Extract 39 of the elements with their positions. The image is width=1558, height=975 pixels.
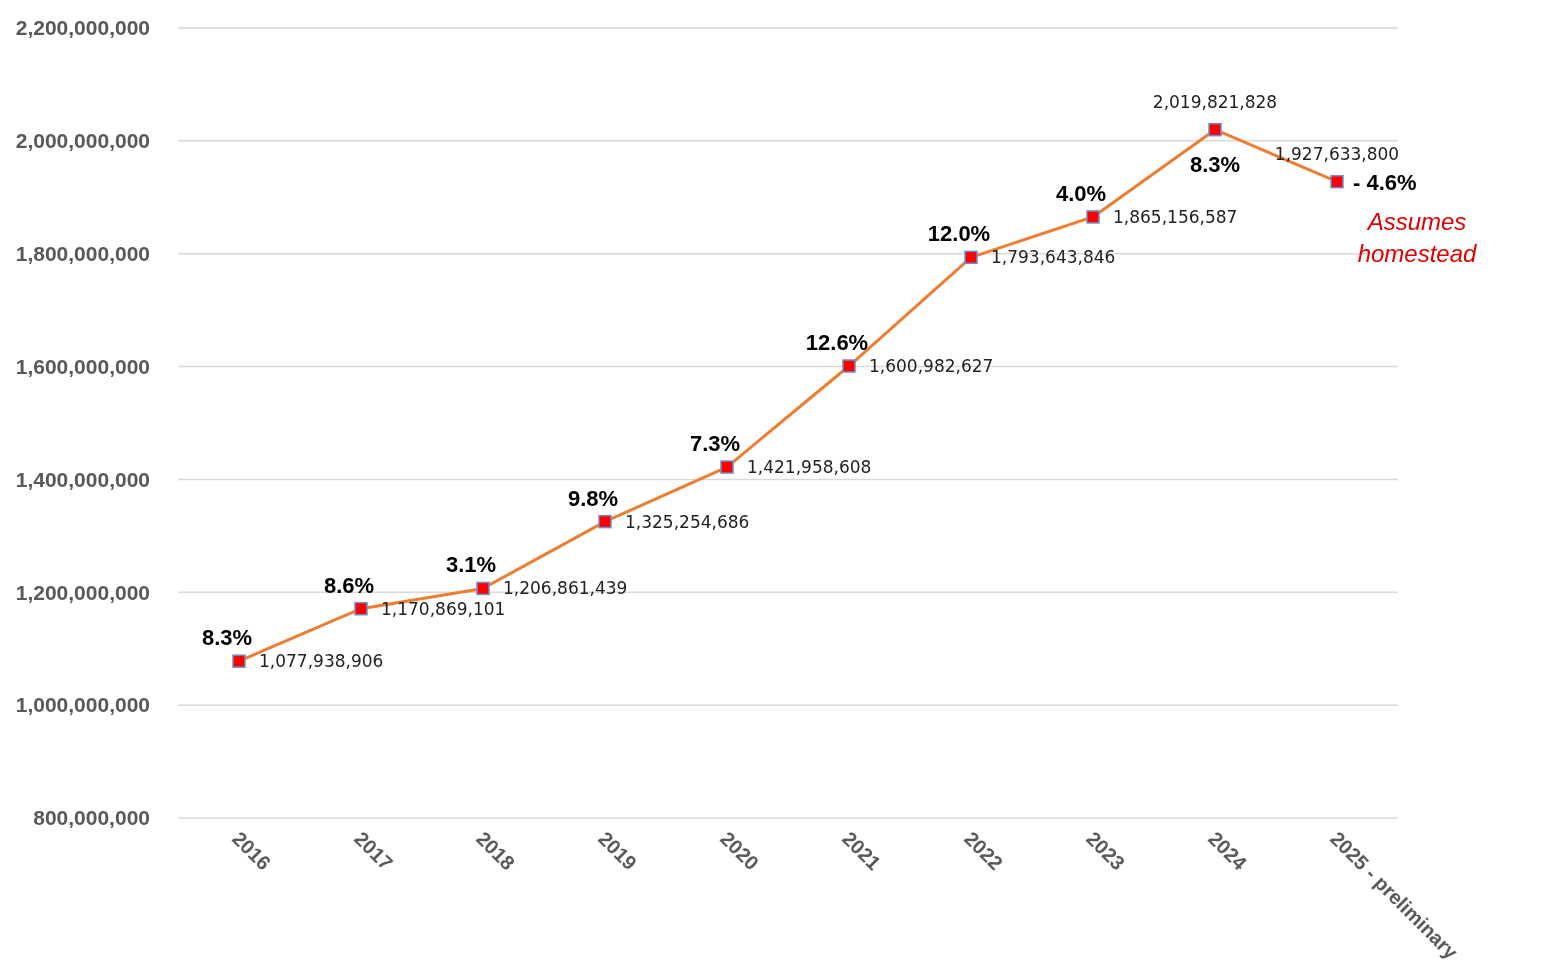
- data-label: 2,019,821,828: [1152, 91, 1278, 112]
- y-tick-label: 1,200,000,000: [15, 580, 150, 604]
- point: [476, 581, 490, 596]
- y-tick-label: 1,000,000,000: [15, 693, 150, 717]
- point: [354, 601, 368, 616]
- point: [232, 654, 246, 668]
- annotation: 8.3%: [201, 625, 253, 651]
- y-tick-label: 1,800,000,000: [15, 242, 150, 266]
- y-tick-label: 800,000,000: [33, 806, 150, 830]
- data-label: 1,077,938,906: [259, 651, 384, 672]
- data-label: 1,325,254,686: [625, 511, 750, 532]
- point: [1086, 210, 1100, 224]
- data-label: 1,170,869,101: [381, 598, 506, 619]
- y-tick-label: 1,600,000,000: [15, 354, 150, 378]
- data-label: 1,927,633,800: [1274, 143, 1400, 164]
- data-label: 1,600,982,627: [869, 356, 994, 377]
- point: [842, 359, 856, 373]
- y-tick-label: 1,400,000,000: [15, 467, 150, 491]
- annotation: 4.0%: [1055, 180, 1107, 206]
- annotation: 9.8%: [567, 485, 619, 511]
- point: [598, 514, 612, 529]
- data-label: 1,865,156,587: [1113, 206, 1238, 227]
- point: [964, 250, 978, 265]
- annotation: Assumes homestead: [1357, 207, 1478, 267]
- annotation: 8.3%: [1189, 151, 1241, 177]
- y-tick-label: 2,200,000,000: [15, 16, 150, 40]
- data-label: 1,421,958,608: [747, 457, 872, 478]
- annotation: 7.3%: [689, 431, 741, 457]
- y-tick-label: 2,000,000,000: [15, 129, 150, 153]
- point: [1330, 174, 1344, 189]
- annotation: 3.1%: [445, 552, 497, 578]
- annotation: 8.6%: [323, 572, 375, 598]
- point: [720, 460, 734, 474]
- data-label: 1,206,861,439: [503, 578, 628, 599]
- annotation: 12.6%: [805, 330, 869, 356]
- data-label: 1,793,643,846: [991, 247, 1116, 268]
- annotation: 12.0%: [927, 221, 991, 247]
- point: [1208, 122, 1222, 137]
- annotation: - 4.6%: [1353, 169, 1417, 195]
